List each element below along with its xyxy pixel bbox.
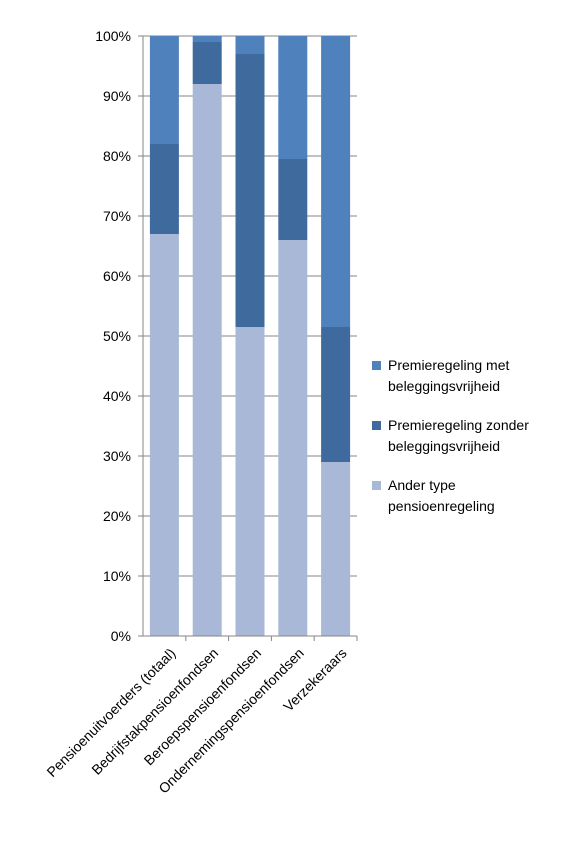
y-tick-label: 0% xyxy=(111,628,131,644)
bar-segment xyxy=(192,84,222,636)
bar-segment xyxy=(235,327,265,636)
bar-segment xyxy=(321,327,351,462)
legend-swatch xyxy=(372,421,381,430)
legend-label: Ander type xyxy=(388,477,456,493)
legend: Premieregeling met beleggingsvrijheid Prem… xyxy=(372,357,529,514)
legend-label: beleggingsvrijheid xyxy=(388,438,500,454)
y-tick-label: 80% xyxy=(103,148,131,164)
y-tick-label: 70% xyxy=(103,208,131,224)
bar-segment xyxy=(321,462,351,636)
legend-label: Premieregeling zonder xyxy=(388,417,529,433)
legend-label: Premieregeling met xyxy=(388,357,509,373)
y-tick-label: 30% xyxy=(103,448,131,464)
y-tick-label: 60% xyxy=(103,268,131,284)
x-tick-labels: Pensioenuitvoerders (totaal)Bedrijfstakp… xyxy=(43,645,349,797)
bar-segment xyxy=(278,240,308,636)
legend-label: beleggingsvrijheid xyxy=(388,378,500,394)
bar-segment xyxy=(235,54,265,327)
y-tick-label: 10% xyxy=(103,568,131,584)
y-tick-labels: 0% 10% 20% 30% 40% 50% 60% 70% 80% 90% 100% xyxy=(95,28,131,644)
legend-label: pensioenregeling xyxy=(388,498,495,514)
bar-segment xyxy=(149,36,179,144)
legend-swatch xyxy=(372,361,381,370)
axes xyxy=(138,35,358,641)
bar-segment xyxy=(192,36,222,42)
bar-segment xyxy=(321,36,351,327)
y-tick-label: 90% xyxy=(103,88,131,104)
bar-segment xyxy=(278,36,308,159)
y-tick-label: 20% xyxy=(103,508,131,524)
y-tick-label: 40% xyxy=(103,388,131,404)
bar-segment xyxy=(149,144,179,234)
bar-segment xyxy=(278,159,308,240)
bar-segment xyxy=(149,234,179,636)
bar-segment xyxy=(192,42,222,84)
bar-segment xyxy=(235,36,265,54)
y-tick-label: 100% xyxy=(95,28,131,44)
y-tick-label: 50% xyxy=(103,328,131,344)
bars xyxy=(149,36,351,636)
legend-swatch xyxy=(372,481,381,490)
